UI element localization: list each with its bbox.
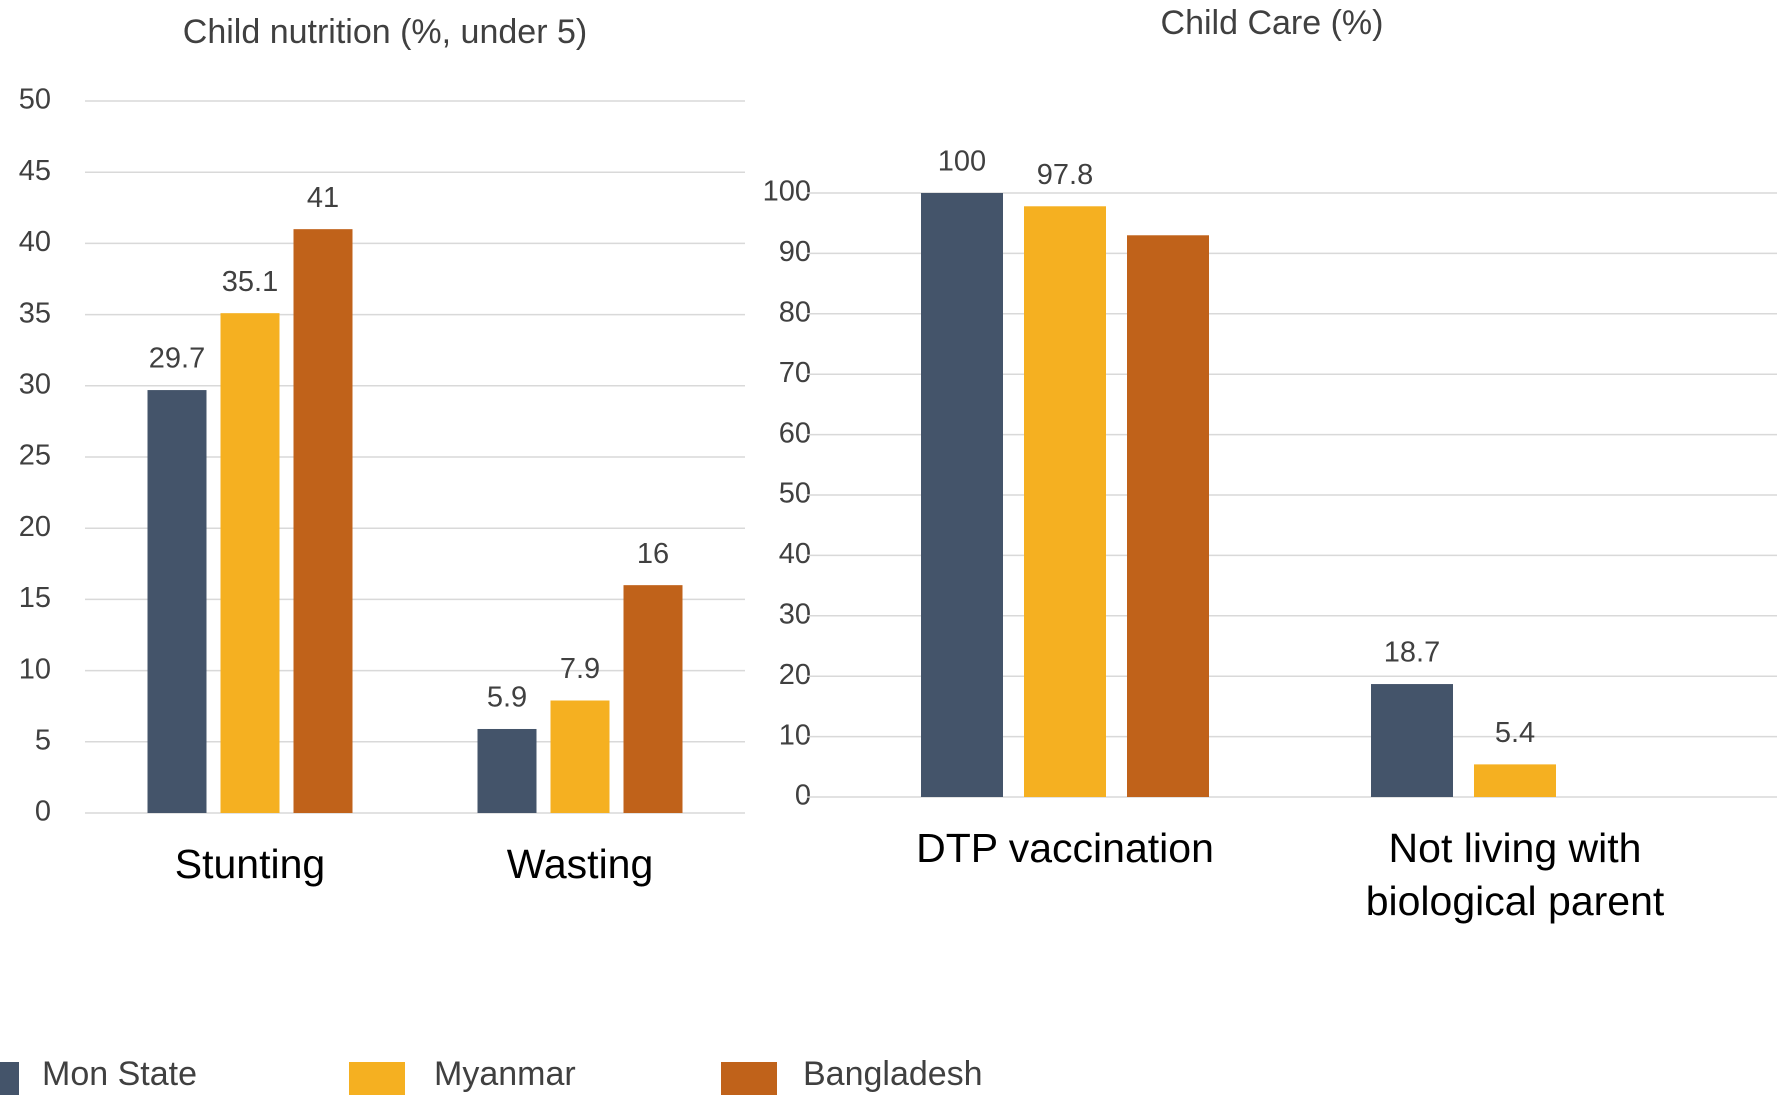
y-tick-label: 60 — [779, 417, 811, 449]
bar — [147, 390, 207, 813]
y-tick-label: 20 — [779, 659, 811, 691]
bar — [293, 229, 353, 813]
x-tick-label: Stunting — [174, 841, 326, 887]
y-tick-label: 0 — [795, 780, 811, 812]
data-label: 41 — [307, 182, 339, 214]
data-label: 7.9 — [560, 653, 600, 685]
y-tick-label: 35 — [19, 297, 51, 329]
bar — [477, 728, 537, 813]
bar — [550, 700, 610, 813]
bar — [921, 193, 1003, 797]
y-tick-label: 40 — [779, 538, 811, 570]
x-tick-label: Wasting — [506, 841, 654, 887]
legend-label: Bangladesh — [803, 1055, 983, 1093]
data-label: 97.8 — [1037, 159, 1093, 191]
data-label: 35.1 — [222, 266, 278, 298]
y-tick-label: 100 — [763, 176, 811, 208]
y-tick-label: 10 — [19, 653, 51, 685]
x-tick-label: Not living with biological parent — [1365, 825, 1665, 925]
y-tick-label: 90 — [779, 236, 811, 268]
y-tick-label: 45 — [19, 155, 51, 187]
y-tick-label: 5 — [35, 724, 51, 756]
y-tick-label: 50 — [779, 478, 811, 510]
y-tick-label: 40 — [19, 226, 51, 258]
y-tick-label: 30 — [779, 598, 811, 630]
chart-title: Child nutrition (%, under 5) — [183, 13, 587, 51]
y-tick-label: 80 — [779, 296, 811, 328]
bar — [220, 313, 280, 813]
legend-swatch — [721, 1062, 777, 1095]
y-tick-label: 25 — [19, 440, 51, 472]
data-label: 18.7 — [1384, 637, 1440, 669]
bar — [1127, 235, 1209, 797]
y-tick-label: 0 — [35, 796, 51, 828]
x-tick-label: DTP vaccination — [916, 825, 1214, 871]
data-label: 16 — [637, 538, 669, 570]
legend-swatch — [0, 1062, 19, 1095]
data-label: 5.9 — [487, 682, 527, 714]
y-tick-label: 30 — [19, 368, 51, 400]
data-label: 29.7 — [149, 343, 205, 375]
bar — [1474, 764, 1556, 797]
chart-title: Child Care (%) — [1161, 4, 1384, 42]
y-tick-label: 70 — [779, 357, 811, 389]
bar — [623, 585, 683, 813]
y-tick-label: 20 — [19, 511, 51, 543]
y-tick-label: 50 — [19, 84, 51, 116]
legend-label: Myanmar — [434, 1055, 576, 1093]
legend-label: Mon State — [42, 1055, 197, 1093]
bar — [1371, 684, 1453, 797]
y-tick-label: 10 — [779, 719, 811, 751]
y-tick-label: 15 — [19, 582, 51, 614]
data-label: 5.4 — [1495, 717, 1535, 749]
data-label: 100 — [938, 146, 986, 178]
legend-swatch — [349, 1062, 405, 1095]
bar — [1024, 206, 1106, 798]
